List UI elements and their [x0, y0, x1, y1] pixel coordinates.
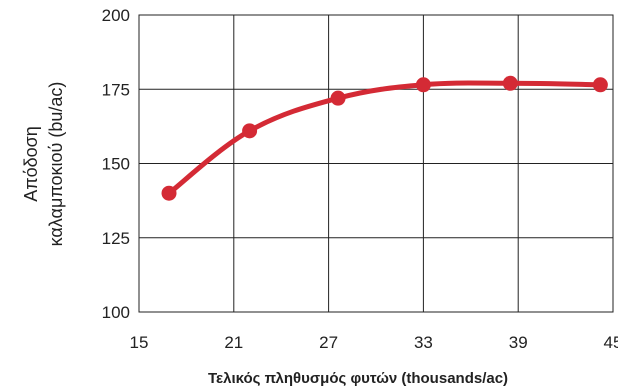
grid	[138, 14, 614, 313]
y-tick-label: 175	[102, 80, 130, 99]
x-tick-label: 21	[224, 333, 243, 352]
data-point	[161, 185, 177, 201]
y-tick-label: 100	[102, 303, 130, 322]
y-tick-label: 200	[102, 6, 130, 25]
data-point	[592, 77, 608, 93]
x-axis-label: Τελικός πληθυσμός φυτών (thousands/ac)	[208, 370, 508, 387]
data-point	[242, 123, 258, 139]
series-line	[166, 80, 603, 196]
plot-frame	[138, 14, 614, 313]
y-tick-label: 150	[102, 155, 130, 174]
x-axis-ticks: 15 21 27 33 39 45	[130, 333, 618, 352]
x-tick-label: 27	[319, 333, 338, 352]
y-tick-label: 125	[102, 229, 130, 248]
y-axis-label-line-1: Απόδοση	[21, 126, 41, 202]
data-point	[415, 77, 431, 93]
x-tick-label: 39	[509, 333, 528, 352]
data-point	[502, 75, 518, 91]
x-tick-label: 45	[604, 333, 618, 352]
data-points	[161, 75, 608, 201]
x-tick-label: 33	[414, 333, 433, 352]
x-tick-label: 15	[130, 333, 149, 352]
data-point	[330, 90, 346, 106]
y-axis-ticks: 100 125 150 175 200	[102, 6, 130, 322]
y-axis-label-line-2: καλαμποκιού (bu/ac)	[46, 82, 66, 247]
